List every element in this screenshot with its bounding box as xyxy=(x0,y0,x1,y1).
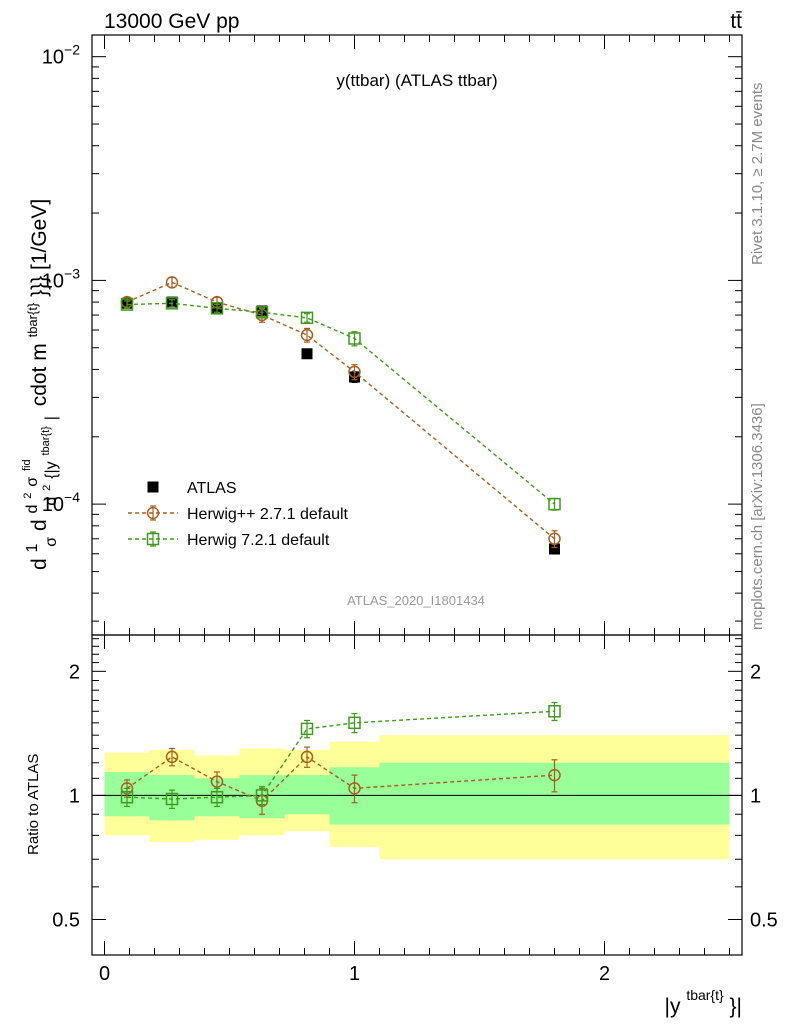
watermark: ATLAS_2020_I1801434 xyxy=(347,593,485,608)
legend-label: Herwig++ 2.7.1 default xyxy=(187,506,349,523)
series-1 xyxy=(120,276,561,549)
ratio-point xyxy=(120,790,134,804)
legend-label: Herwig 7.2.1 default xyxy=(187,532,330,549)
ylabel-frac2-num-sup2: fid xyxy=(21,459,33,471)
ylabel-frac2-den-c: | xyxy=(43,416,60,420)
data-point xyxy=(165,276,179,289)
xlabel-b: }| xyxy=(730,995,742,1018)
ylabel-part-a: d xyxy=(28,558,51,570)
data-point xyxy=(549,543,560,555)
ylabel-frac2-den-sup2: tbar{t} xyxy=(40,426,52,456)
y-tick-label: 10−4 xyxy=(42,489,80,516)
rivet-label: Rivet 3.1.10, ≥ 2.7M events xyxy=(749,83,766,266)
y-tick-label-base: 10 xyxy=(42,494,64,516)
ylabel-frac1-num: 1 xyxy=(24,543,41,552)
data-point xyxy=(300,328,314,342)
ylabel-rest-b: }}} [1/GeV] xyxy=(28,199,51,297)
legend-label: ATLAS xyxy=(187,480,237,497)
ratio-y-tick-label-right: 2 xyxy=(750,661,761,683)
x-tick-label: 0 xyxy=(99,963,110,985)
data-point xyxy=(210,302,224,315)
header-right: tt̄ xyxy=(730,10,742,33)
ratio-point xyxy=(548,768,561,782)
ylabel-part-b: d xyxy=(28,519,51,531)
ylabel-frac2-num-sup: 2 xyxy=(22,493,34,499)
ratio-point xyxy=(548,705,561,718)
y-tick-label-exp: −2 xyxy=(64,42,80,58)
ratio-frame xyxy=(91,634,743,956)
ratio-point xyxy=(300,750,314,764)
ratio-point xyxy=(210,790,224,804)
data-point xyxy=(255,306,269,319)
main-title: y(ttbar) (ATLAS ttbar) xyxy=(336,71,497,90)
y-tick-label-base: 10 xyxy=(42,47,64,69)
data-point xyxy=(348,365,361,379)
y-tick-label-base: 10 xyxy=(42,270,64,292)
series-line xyxy=(126,281,555,540)
ratio-point xyxy=(255,789,269,802)
y-tick-label: 10−2 xyxy=(42,42,80,69)
ratio-point xyxy=(348,782,361,795)
data-point xyxy=(548,497,561,511)
x-tick-label: 1 xyxy=(349,963,360,985)
ratio-y-tick-label-left: 1 xyxy=(69,785,80,807)
data-point xyxy=(120,298,134,311)
ylabel-frac2-den-sup: 2 xyxy=(41,485,53,491)
ylabel-rest-sup: tbar{t} xyxy=(25,302,40,337)
ratio-point xyxy=(348,716,361,730)
xlabel-sup: tbar{t} xyxy=(686,987,724,1003)
y-tick-label-exp: −4 xyxy=(64,489,80,505)
ratio-y-tick-label-left: 2 xyxy=(69,661,80,683)
ratio-point xyxy=(300,722,314,736)
data-point xyxy=(348,332,361,345)
legend: ATLAS Herwig++ 2.7.1 default Herwig 7.2.1 … xyxy=(128,480,349,549)
ylabel-frac2-num-b: σ xyxy=(24,477,41,487)
ratio-y-tick-label-right: 0.5 xyxy=(750,909,778,931)
xlabel-a: |y xyxy=(665,995,681,1018)
data-point xyxy=(300,311,314,325)
main-y-axis-label: d 1 σ d d 2 σ fid d 2 {|y tbar{t} | cdot… xyxy=(12,199,61,570)
ratio-series-1 xyxy=(120,701,561,809)
legend-marker xyxy=(147,481,159,493)
ratio-point xyxy=(165,750,179,764)
legend-marker xyxy=(146,532,160,546)
mcplots-label: mcplots.cern.ch [arXiv:1306.3436] xyxy=(749,403,766,630)
header-left: 13000 GeV pp xyxy=(104,10,239,33)
ratio-panel: 0.5 0.5 1 1 2 2 0 1 2 xyxy=(52,634,778,985)
data-point xyxy=(301,348,313,360)
data-point xyxy=(165,297,179,310)
x-axis-label: |y tbar{t} }| xyxy=(665,982,743,1018)
series-line xyxy=(126,302,555,505)
ylabel-frac2-den-b: {|y xyxy=(43,461,60,479)
ratio-y-tick-label-left: 0.5 xyxy=(52,909,80,931)
ratio-y-axis-label: Ratio to ATLAS xyxy=(25,754,42,855)
series-2 xyxy=(120,297,561,511)
legend-marker xyxy=(146,506,160,520)
ylabel-frac1-den: σ xyxy=(43,537,60,547)
y-tick-label: 10−3 xyxy=(42,265,80,292)
ratio-point xyxy=(210,775,224,788)
ylabel-frac2-den: d xyxy=(43,497,60,506)
data-point xyxy=(548,532,561,546)
inner-band xyxy=(284,775,330,815)
ylabel-frac2-num: d xyxy=(24,505,41,514)
ylabel-rest: cdot m xyxy=(28,343,51,406)
ratio-point xyxy=(165,792,179,806)
x-tick-label: 2 xyxy=(599,963,610,985)
y-tick-label-exp: −3 xyxy=(64,265,80,281)
ratio-y-tick-label-right: 1 xyxy=(750,785,761,807)
